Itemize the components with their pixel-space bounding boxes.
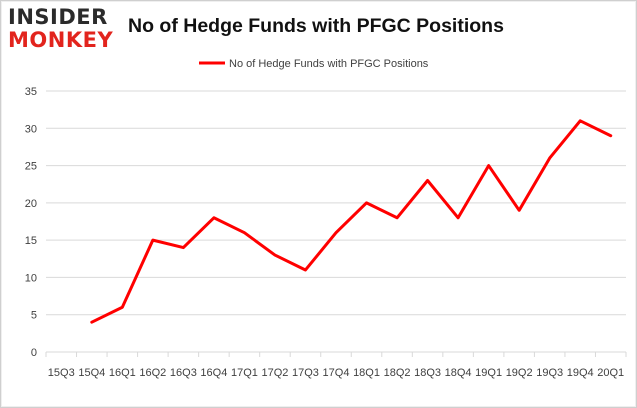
x-tick-label: 16Q1 [109, 367, 136, 379]
logo-line-2: MONKEY [8, 28, 114, 52]
y-tick-label: 10 [25, 272, 37, 284]
x-tick-label: 19Q2 [506, 367, 533, 379]
x-tick-label: 17Q1 [231, 367, 258, 379]
y-tick-label: 25 [25, 161, 37, 173]
x-tick-label: 15Q3 [48, 367, 75, 379]
x-tick-label: 17Q4 [323, 367, 350, 379]
x-tick-label: 18Q4 [445, 367, 472, 379]
insider-monkey-logo: INSIDER MONKEY [8, 2, 120, 52]
x-tick-label: 17Q3 [292, 367, 319, 379]
legend: No of Hedge Funds with PFGC Positions [199, 58, 429, 70]
y-tick-label: 30 [25, 123, 37, 135]
x-tick-label: 17Q2 [261, 367, 288, 379]
x-tick-label: 16Q4 [200, 367, 227, 379]
y-tick-label: 5 [31, 310, 37, 322]
x-tick-label: 18Q3 [414, 367, 441, 379]
x-tick-label: 19Q4 [567, 367, 594, 379]
legend-label: No of Hedge Funds with PFGC Positions [229, 58, 429, 70]
x-tick-label: 18Q1 [353, 367, 380, 379]
x-tick-label: 18Q2 [384, 367, 411, 379]
x-tick-label: 16Q3 [170, 367, 197, 379]
series-line [90, 119, 613, 324]
y-tick-label: 35 [25, 86, 37, 98]
x-tick-label: 20Q1 [597, 367, 624, 379]
x-tick-label: 16Q2 [139, 367, 166, 379]
x-tick-label: 19Q3 [536, 367, 563, 379]
x-tick-label: 19Q1 [475, 367, 502, 379]
y-tick-label: 15 [25, 235, 37, 247]
y-tick-label: 0 [31, 347, 37, 359]
y-tick-label: 20 [25, 198, 37, 210]
logo-line-1: INSIDER [8, 5, 108, 29]
x-tick-label: 15Q4 [78, 367, 105, 379]
chart-title: No of Hedge Funds with PFGC Positions [128, 15, 504, 37]
